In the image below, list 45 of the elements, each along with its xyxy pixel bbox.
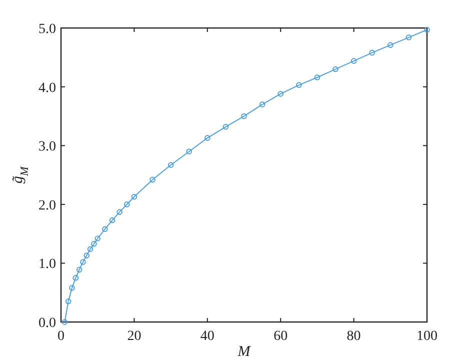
point	[369, 50, 375, 56]
point	[168, 162, 174, 168]
point	[332, 66, 338, 72]
point	[72, 275, 79, 281]
point	[94, 236, 100, 242]
point	[65, 298, 72, 304]
point	[109, 217, 116, 224]
point	[87, 246, 94, 252]
point	[102, 226, 108, 232]
y-tick-label: 3.0	[38, 140, 56, 155]
point	[150, 176, 156, 183]
line-series	[62, 26, 430, 325]
y-tick-label: 0.0	[38, 316, 56, 331]
x-tick-label: 100	[416, 329, 438, 344]
point	[424, 26, 430, 33]
point	[204, 135, 210, 141]
point	[91, 240, 97, 247]
point	[131, 194, 138, 200]
point	[259, 102, 266, 108]
point	[80, 259, 86, 265]
x-tick-label: 0	[58, 329, 64, 344]
x-tick-label: 60	[274, 329, 288, 344]
point	[124, 202, 130, 208]
point	[314, 74, 320, 80]
y-tick-label: 1.0	[38, 257, 56, 272]
point	[241, 113, 247, 120]
x-tick-label: 40	[200, 329, 214, 344]
x-axis-title: M	[236, 344, 252, 360]
x-tick-label: 20	[127, 329, 142, 344]
point	[84, 252, 90, 258]
point	[406, 34, 412, 40]
y-tick-label: 4.0	[38, 80, 56, 96]
x-tick-label: 80	[346, 329, 361, 344]
point	[278, 90, 284, 97]
y-tick-label: 5.0	[38, 22, 56, 37]
point	[69, 284, 75, 291]
point	[350, 58, 357, 64]
point	[222, 124, 229, 130]
point	[186, 148, 192, 154]
point	[296, 82, 302, 88]
point	[76, 266, 82, 273]
point	[62, 319, 68, 325]
y-tick-label: 2.0	[38, 198, 56, 214]
point	[116, 209, 122, 215]
point	[388, 42, 394, 48]
